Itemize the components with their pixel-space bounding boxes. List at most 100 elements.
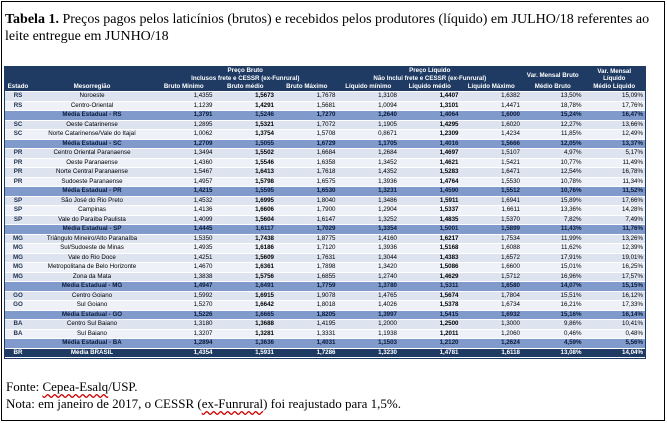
- cell-value: 1,7804: [460, 291, 522, 301]
- cell-value: 14,04%: [583, 348, 645, 358]
- cell-value: 14,28%: [583, 205, 645, 216]
- cell-value: 1,4160: [337, 234, 399, 244]
- cell-value: 1,5321: [214, 120, 276, 130]
- cell-mesorregiao: Sul/Sudoeste de Minas: [31, 243, 153, 254]
- cell-value: 18,78%: [522, 101, 584, 111]
- cell-value: 1,7072: [276, 120, 338, 130]
- cell-mesorregiao: Média Estadual - SP: [31, 224, 153, 235]
- footnote: Nota: em janeiro de 2017, o CESSR (ex-Fu…: [6, 396, 401, 411]
- cell-value: 1,6941: [460, 196, 522, 206]
- state-average-row: Média Estadual - SC 1,2709 1,5055 1,6729 1,1…: [5, 139, 645, 149]
- cell-value: 12,39%: [583, 243, 645, 254]
- cell-value: 1,6117: [214, 224, 276, 235]
- cell-value: 1,4947: [153, 281, 215, 292]
- cell-mesorregiao: Centro Sul Baiano: [31, 319, 153, 330]
- cell-value: 1,5992: [153, 291, 215, 301]
- cell-value: 1,5604: [214, 215, 276, 225]
- cell-value: 1,0062: [153, 129, 215, 140]
- cell-value: 5,17%: [583, 148, 645, 159]
- cell-value: 1,4026: [337, 300, 399, 311]
- cell-value: 13,08%: [522, 348, 584, 358]
- cell-estado: GO: [5, 300, 31, 311]
- cell-mesorregiao: Média Estadual - BA: [31, 338, 153, 349]
- cell-value: 1,5378: [399, 300, 461, 311]
- cell-value: 1,6580: [460, 281, 522, 292]
- col-header: Bruto médio: [214, 83, 276, 92]
- cell-value: 1,6217: [399, 234, 461, 244]
- cell-value: 12,54%: [522, 167, 584, 178]
- header-var-bruto: Var. Mensal Bruto: [522, 67, 584, 83]
- cell-value: 16,14%: [583, 310, 645, 320]
- cell-estado: RS: [5, 91, 31, 102]
- cell-value: 1,6358: [276, 158, 338, 168]
- cell-mesorregiao: Oeste Paranaense: [31, 158, 153, 168]
- header-preco-liquido: Preço Líquido: [337, 67, 522, 75]
- cell-value: 11,34%: [583, 177, 645, 187]
- footnote-term: ex-Funrural: [201, 396, 264, 411]
- cell-mesorregiao: Zona da Mata: [31, 272, 153, 282]
- cell-value: 13,26%: [583, 234, 645, 244]
- cell-value: 1,5798: [214, 177, 276, 187]
- cell-value: 1,5467: [153, 167, 215, 178]
- table-row: SC Oeste Catarinense 1,2895 1,5321 1,7072 1,1…: [5, 120, 645, 130]
- table-row: GO Centro Goiano 1,5992 1,6915 1,9078 1,4765 1…: [5, 291, 645, 301]
- cell-mesorregiao: Vale do Rio Doce: [31, 253, 153, 263]
- cell-mesorregiao: Média BRASIL: [31, 348, 153, 358]
- table-row: MG Vale do Rio Doce 1,4251 1,5609 1,7631 1,30…: [5, 253, 645, 263]
- cell-value: 1,5283: [399, 167, 461, 178]
- cell-value: 1,7120: [276, 243, 338, 254]
- cell-estado: SP: [5, 205, 31, 216]
- cell-value: 1,3252: [337, 215, 399, 225]
- cell-estado: BR: [5, 348, 31, 358]
- cell-value: 1,3354: [337, 224, 399, 235]
- cell-value: 1,4471: [460, 101, 522, 111]
- header-preco-bruto-sub: Inclusos frete e CESSR (ex-Funrural): [153, 75, 338, 83]
- col-header: Bruto Máximo: [276, 83, 338, 92]
- cell-value: 1,1239: [153, 101, 215, 111]
- cell-value: 11,52%: [583, 186, 645, 197]
- cell-value: 1,4234: [460, 129, 522, 140]
- cell-value: 10,41%: [583, 319, 645, 330]
- cell-value: 11,62%: [522, 243, 584, 254]
- cell-value: 13,50%: [522, 91, 584, 102]
- cell-value: 1,6642: [214, 300, 276, 311]
- cell-value: 11,43%: [522, 224, 584, 235]
- cell-value: 1,5055: [214, 139, 276, 149]
- cell-value: 13,66%: [583, 120, 645, 130]
- cell-value: 1,6000: [460, 110, 522, 121]
- cell-value: 1,5609: [214, 253, 276, 263]
- cell-value: 1,3420: [337, 262, 399, 273]
- source-link: Cepea-Esalq: [42, 379, 109, 394]
- cell-value: 15,89%: [522, 196, 584, 206]
- cell-value: 1,5421: [460, 158, 522, 168]
- cell-value: 1,4099: [153, 215, 215, 225]
- cell-value: 1,6734: [460, 300, 522, 311]
- cell-value: 1,7900: [276, 205, 338, 216]
- cell-value: 13,36%: [522, 205, 584, 216]
- cell-estado: PR: [5, 158, 31, 168]
- state-average-row: Média Estadual - BA 1,2894 1,3636 1,4031 1,1…: [5, 338, 645, 349]
- cell-value: 16,47%: [583, 110, 645, 121]
- cell-value: 1,5595: [214, 186, 276, 197]
- cell-value: 1,3207: [153, 329, 215, 339]
- table-row: PR Norte Central Paranaense 1,5467 1,6413 1,…: [5, 167, 645, 178]
- cell-value: 5,56%: [583, 338, 645, 349]
- cell-value: 17,66%: [583, 196, 645, 206]
- cell-value: 1,2624: [460, 338, 522, 349]
- cell-value: 1,3636: [214, 338, 276, 349]
- cell-value: 1,4383: [399, 253, 461, 263]
- cell-value: 1,6382: [460, 91, 522, 102]
- cell-value: 1,6530: [276, 186, 338, 197]
- cell-value: 1,6932: [460, 310, 522, 320]
- cell-value: 1,3231: [337, 186, 399, 197]
- cell-value: 1,3688: [214, 319, 276, 330]
- cell-value: 1,2894: [153, 338, 215, 349]
- cell-value: 1,7270: [276, 110, 338, 121]
- cell-estado: [5, 139, 31, 149]
- cell-value: 1,7631: [276, 253, 338, 263]
- cell-value: 1,4590: [399, 186, 461, 197]
- table-title-text: Preços pagos pelos laticínios (brutos) e…: [5, 12, 650, 44]
- cell-value: 1,6600: [460, 262, 522, 273]
- cell-value: 1,5712: [460, 272, 522, 282]
